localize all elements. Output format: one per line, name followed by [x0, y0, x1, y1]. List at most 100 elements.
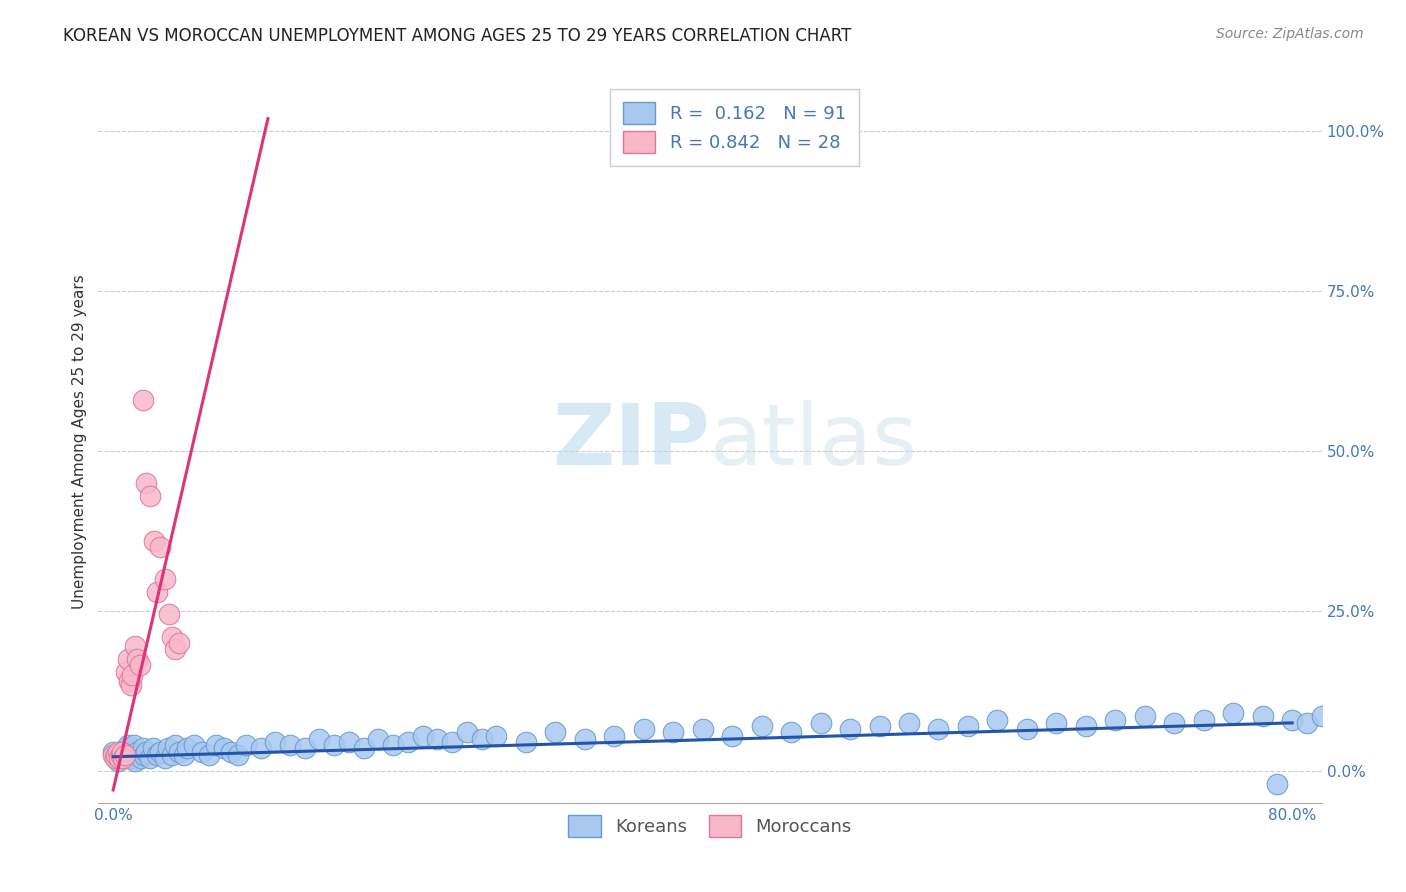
Point: [1267, 776, 1289, 790]
Point: [111, 745, 134, 759]
Point: [165, 738, 187, 752]
Point: [105, 751, 128, 765]
Point: [153, 751, 176, 765]
Point: [1369, 706, 1392, 721]
Point: [107, 745, 129, 759]
Point: [633, 723, 655, 737]
Text: ZIP: ZIP: [553, 400, 710, 483]
Point: [160, 630, 183, 644]
Point: [337, 735, 360, 749]
Point: [839, 723, 862, 737]
Point: [146, 747, 169, 762]
Point: [117, 738, 139, 752]
Point: [114, 751, 136, 765]
Point: [120, 747, 142, 762]
Point: [1045, 715, 1067, 730]
Point: [146, 584, 169, 599]
Point: [105, 747, 128, 762]
Point: [128, 658, 150, 673]
Point: [1104, 713, 1126, 727]
Point: [153, 572, 176, 586]
Point: [115, 741, 138, 756]
Point: [160, 747, 183, 762]
Point: [249, 741, 271, 756]
Point: [1133, 709, 1156, 723]
Point: [721, 729, 744, 743]
Point: [515, 735, 537, 749]
Point: [135, 745, 157, 759]
Point: [114, 747, 136, 762]
Point: [118, 674, 141, 689]
Point: [125, 745, 148, 759]
Point: [1222, 706, 1244, 721]
Point: [183, 738, 205, 752]
Point: [121, 751, 143, 765]
Point: [441, 735, 464, 749]
Point: [169, 636, 191, 650]
Point: [1251, 709, 1274, 723]
Point: [124, 639, 146, 653]
Point: [156, 741, 179, 756]
Point: [128, 747, 150, 762]
Point: [751, 719, 773, 733]
Point: [122, 738, 145, 752]
Point: [121, 668, 143, 682]
Point: [780, 725, 803, 739]
Point: [219, 745, 242, 759]
Point: [118, 745, 141, 759]
Point: [869, 719, 891, 733]
Point: [124, 754, 146, 768]
Point: [1192, 713, 1215, 727]
Point: [190, 745, 212, 759]
Point: [544, 725, 567, 739]
Point: [1384, 699, 1406, 714]
Point: [107, 754, 129, 768]
Point: [1163, 715, 1185, 730]
Point: [396, 735, 419, 749]
Point: [198, 747, 221, 762]
Point: [117, 652, 139, 666]
Point: [382, 738, 405, 752]
Point: [110, 747, 132, 762]
Point: [986, 713, 1008, 727]
Y-axis label: Unemployment Among Ages 25 to 29 years: Unemployment Among Ages 25 to 29 years: [72, 274, 87, 609]
Point: [927, 723, 949, 737]
Point: [1074, 719, 1097, 733]
Point: [101, 745, 124, 759]
Point: [1296, 715, 1319, 730]
Point: [139, 489, 162, 503]
Point: [169, 745, 191, 759]
Point: [810, 715, 832, 730]
Point: [101, 747, 124, 762]
Point: [149, 745, 172, 759]
Point: [485, 729, 508, 743]
Point: [143, 533, 166, 548]
Text: atlas: atlas: [710, 400, 918, 483]
Legend: Koreans, Moroccans: Koreans, Moroccans: [561, 808, 859, 845]
Point: [692, 723, 714, 737]
Point: [662, 725, 685, 739]
Point: [1015, 723, 1038, 737]
Point: [104, 751, 127, 765]
Point: [294, 741, 316, 756]
Point: [149, 540, 172, 554]
Point: [367, 731, 389, 746]
Point: [898, 715, 921, 730]
Point: [112, 751, 135, 765]
Point: [108, 751, 131, 765]
Point: [129, 751, 152, 765]
Text: Source: ZipAtlas.com: Source: ZipAtlas.com: [1216, 27, 1364, 41]
Point: [104, 747, 127, 762]
Point: [135, 476, 157, 491]
Point: [574, 731, 596, 746]
Point: [205, 738, 228, 752]
Point: [212, 741, 235, 756]
Point: [157, 607, 180, 622]
Point: [603, 729, 626, 743]
Point: [115, 665, 138, 679]
Point: [323, 738, 346, 752]
Point: [228, 747, 250, 762]
Point: [125, 652, 148, 666]
Point: [278, 738, 301, 752]
Point: [173, 747, 195, 762]
